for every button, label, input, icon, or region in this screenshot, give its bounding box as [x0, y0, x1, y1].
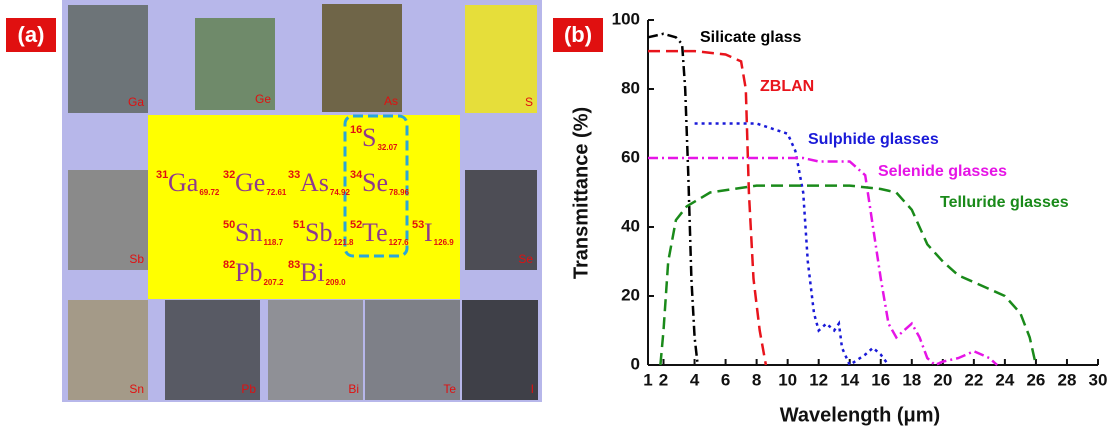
x-tick-label: 12: [809, 370, 828, 389]
atomic-mass: 74.92: [330, 188, 351, 197]
element-symbol: I: [424, 218, 433, 247]
x-tick-label: 18: [902, 370, 921, 389]
atomic-number: 53: [412, 219, 424, 231]
series-label: Telluride glasses: [940, 194, 1069, 211]
element-photo: [465, 5, 537, 113]
element-photo: [465, 170, 537, 270]
element-symbol: Ge: [235, 168, 265, 197]
y-tick-label: 100: [612, 9, 640, 28]
series-line: [694, 122, 890, 367]
element-symbol: Sn: [235, 218, 262, 247]
x-tick-label: 1: [643, 370, 652, 389]
element-symbol: S: [362, 123, 376, 152]
atomic-number: 82: [223, 259, 235, 271]
element-symbol: Pb: [235, 258, 262, 287]
x-tick-label: 24: [995, 370, 1014, 389]
photo-label: Sb: [129, 252, 144, 266]
x-tick-label: 30: [1089, 370, 1107, 389]
element-photo: [462, 300, 538, 400]
panel-label-box: [6, 18, 56, 52]
element-photo: [322, 4, 402, 112]
element-photo: [68, 170, 148, 270]
x-tick-label: 20: [933, 370, 952, 389]
atomic-mass: 207.2: [263, 278, 284, 287]
atomic-number: 31: [156, 169, 168, 181]
photo-label: Ga: [128, 95, 144, 109]
element-symbol: Sb: [305, 218, 332, 247]
x-tick-label: 16: [871, 370, 890, 389]
atomic-mass: 32.07: [377, 143, 398, 152]
series-line: [648, 156, 998, 367]
element-symbol: Bi: [300, 258, 325, 287]
atomic-mass: 209.0: [326, 278, 347, 287]
panel-label: (a): [18, 22, 45, 47]
photo-label: Te: [443, 382, 456, 396]
photo-label: As: [384, 94, 398, 108]
atomic-number: 51: [293, 219, 305, 231]
x-tick-label: 22: [964, 370, 983, 389]
element-symbol: Te: [362, 218, 388, 247]
y-tick-label: 80: [621, 78, 640, 97]
chalcogen-highlight: [343, 114, 409, 258]
series-label: Silicate glass: [700, 29, 801, 46]
x-tick-label: 4: [690, 370, 700, 389]
photo-label: Bi: [348, 382, 359, 396]
x-tick-label: 10: [778, 370, 797, 389]
photo-label: Pb: [241, 382, 256, 396]
photo-label: S: [525, 95, 533, 109]
atomic-mass: 78.96: [389, 188, 410, 197]
series-label: Selenide glasses: [878, 163, 1007, 180]
atomic-number: 32: [223, 169, 235, 181]
y-tick-label: 0: [631, 354, 640, 373]
element-symbol: Ga: [168, 168, 199, 197]
atomic-number: 33: [288, 169, 300, 181]
atomic-number: 34: [350, 169, 363, 181]
atomic-mass: 118.7: [263, 238, 283, 247]
photo-label: Ge: [255, 92, 271, 106]
atomic-mass: 127.6: [389, 238, 410, 247]
element-symbol: As: [300, 168, 329, 197]
photo-label: I: [531, 382, 534, 396]
photo-label: Se: [518, 252, 533, 266]
x-tick-label: 14: [840, 370, 859, 389]
photo-label: Sn: [129, 382, 144, 396]
atomic-number: 50: [223, 219, 235, 231]
atomic-number: 52: [350, 219, 362, 231]
x-tick-label: 6: [721, 370, 730, 389]
series-line: [647, 32, 699, 366]
panel-label-box: [553, 18, 603, 52]
x-tick-label: 26: [1026, 370, 1045, 389]
y-axis-title: Transmittance (%): [570, 107, 592, 279]
element-photo: [268, 300, 363, 400]
x-tick-label: 2: [659, 370, 668, 389]
element-photo: [68, 300, 148, 400]
atomic-mass: 69.72: [199, 188, 220, 197]
atomic-number: 83: [288, 259, 300, 271]
element-photo: [165, 300, 260, 400]
x-axis-title: Wavelength (μm): [780, 404, 940, 426]
x-tick-label: 28: [1058, 370, 1077, 389]
element-symbol: Se: [362, 168, 388, 197]
atomic-mass: 126.9: [434, 238, 455, 247]
y-tick-label: 40: [621, 216, 640, 235]
series-line: [659, 184, 1038, 366]
y-tick-label: 60: [621, 147, 640, 166]
x-tick-label: 8: [752, 370, 761, 389]
element-photo: [365, 300, 460, 400]
series-label: Sulphide glasses: [808, 131, 939, 148]
atomic-mass: 72.61: [266, 188, 287, 197]
series-line: [648, 49, 768, 366]
atomic-mass: 121.8: [333, 238, 354, 247]
panel-label: (b): [564, 22, 592, 47]
element-photo: [68, 5, 148, 113]
element-photo: [195, 18, 275, 110]
series-label: ZBLAN: [760, 78, 814, 95]
atomic-number: 16: [350, 124, 362, 136]
y-tick-label: 20: [621, 285, 640, 304]
